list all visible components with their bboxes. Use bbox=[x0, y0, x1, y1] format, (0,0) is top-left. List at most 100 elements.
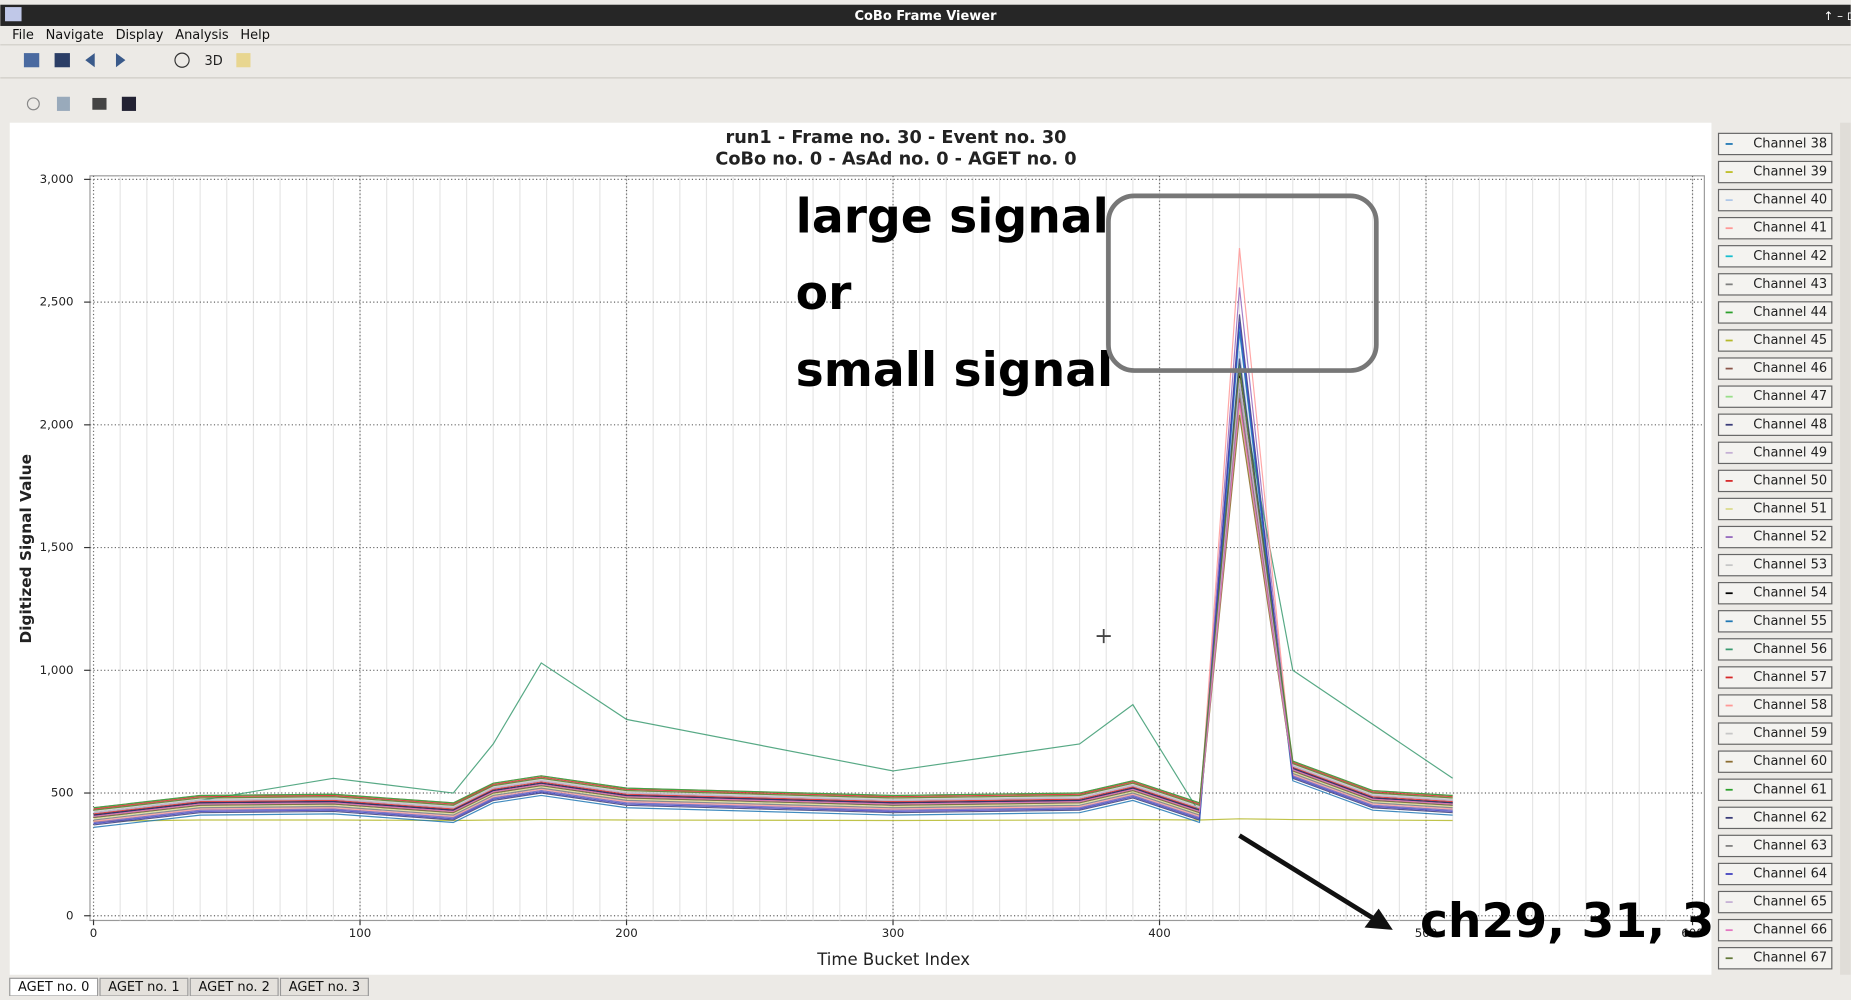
series-line bbox=[93, 385, 1454, 815]
legend-entry[interactable] bbox=[1717, 582, 1833, 605]
legend-label[interactable]: Channel 62 bbox=[1753, 810, 1827, 825]
legend-label[interactable]: Channel 50 bbox=[1753, 473, 1827, 488]
edit-button[interactable] bbox=[236, 53, 251, 68]
legend-label[interactable]: Channel 61 bbox=[1753, 782, 1827, 797]
annotation: or bbox=[796, 266, 852, 321]
legend-entry[interactable] bbox=[1717, 329, 1833, 352]
legend-label[interactable]: Channel 40 bbox=[1753, 193, 1827, 208]
menu-item[interactable]: Analysis bbox=[175, 28, 229, 43]
x-tick-label: 100 bbox=[349, 926, 372, 940]
legend-entry[interactable] bbox=[1717, 413, 1833, 436]
series-line bbox=[93, 321, 1453, 825]
menu-item[interactable]: File bbox=[12, 28, 34, 43]
highlight-box bbox=[1106, 193, 1379, 373]
legend-label[interactable]: Channel 48 bbox=[1753, 417, 1827, 432]
series-line bbox=[93, 248, 1453, 822]
legend-label[interactable]: Channel 41 bbox=[1753, 221, 1827, 236]
legend-entry[interactable] bbox=[1717, 806, 1833, 830]
legend-entry[interactable] bbox=[1717, 160, 1833, 184]
legend-label[interactable]: Channel 58 bbox=[1753, 698, 1827, 713]
legend-label[interactable]: Channel 57 bbox=[1753, 670, 1827, 685]
series-line bbox=[93, 368, 1453, 811]
legend-label[interactable]: Channel 59 bbox=[1753, 726, 1827, 741]
legend-label[interactable]: Channel 67 bbox=[1753, 951, 1827, 966]
zoom-button[interactable] bbox=[26, 97, 40, 111]
legend-entry[interactable] bbox=[1717, 553, 1833, 577]
next-button[interactable] bbox=[115, 53, 126, 68]
legend-entry[interactable] bbox=[1717, 638, 1833, 661]
legend-label[interactable]: Channel 44 bbox=[1753, 305, 1827, 320]
legend-entry[interactable] bbox=[1717, 469, 1833, 493]
legend-entry[interactable] bbox=[1717, 216, 1833, 240]
menu-item[interactable]: Navigate bbox=[46, 28, 104, 43]
legend-entry[interactable] bbox=[1717, 666, 1833, 689]
y-tick-label: 1,500 bbox=[40, 540, 74, 554]
legend-entry[interactable] bbox=[1717, 694, 1833, 717]
scrollbar[interactable] bbox=[1840, 122, 1851, 975]
legend-label[interactable]: Channel 39 bbox=[1753, 165, 1827, 180]
open-button[interactable] bbox=[23, 53, 40, 68]
legend-label[interactable]: Channel 55 bbox=[1753, 614, 1827, 629]
play-button[interactable] bbox=[174, 52, 190, 68]
legend-entry[interactable] bbox=[1717, 188, 1833, 212]
legend-entry[interactable] bbox=[1717, 862, 1833, 886]
legend-label[interactable]: Channel 53 bbox=[1753, 558, 1827, 573]
tab-label[interactable]: AGET no. 2 bbox=[198, 980, 269, 995]
legend-entry[interactable] bbox=[1717, 441, 1833, 465]
legend-entry[interactable] bbox=[1717, 918, 1833, 942]
legend-entry[interactable] bbox=[1717, 357, 1833, 380]
legend-entry[interactable] bbox=[1717, 750, 1833, 773]
3d-button[interactable]: 3D bbox=[204, 54, 222, 69]
legend-label[interactable]: Channel 54 bbox=[1753, 586, 1827, 601]
tab-label[interactable]: AGET no. 3 bbox=[289, 980, 360, 995]
legend-label[interactable]: Channel 45 bbox=[1753, 333, 1827, 348]
y-tick-label: 500 bbox=[51, 786, 74, 800]
legend-entry[interactable] bbox=[1717, 947, 1833, 970]
window-title: CoBo Frame Viewer bbox=[855, 9, 998, 24]
legend-label[interactable]: Channel 38 bbox=[1753, 136, 1827, 151]
export-button[interactable] bbox=[121, 96, 137, 111]
props-button[interactable] bbox=[56, 96, 70, 111]
legend-label[interactable]: Channel 65 bbox=[1753, 895, 1827, 910]
legend-label[interactable]: Channel 49 bbox=[1753, 445, 1827, 460]
series-line bbox=[93, 287, 1453, 824]
y-tick-label: 2,000 bbox=[40, 417, 74, 431]
legend-label[interactable]: Channel 60 bbox=[1753, 754, 1827, 769]
window-controls[interactable]: ↑ – ⊡ bbox=[1824, 9, 1851, 23]
legend-label[interactable]: Channel 43 bbox=[1753, 277, 1827, 292]
legend-entry[interactable] bbox=[1717, 301, 1833, 324]
legend-entry[interactable] bbox=[1717, 497, 1833, 521]
legend-label[interactable]: Channel 64 bbox=[1753, 867, 1827, 882]
legend-entry[interactable] bbox=[1717, 778, 1833, 801]
save-button[interactable] bbox=[54, 53, 70, 68]
series-line bbox=[93, 383, 1453, 814]
legend-entry[interactable] bbox=[1717, 245, 1833, 268]
y-tick-label: 2,500 bbox=[40, 295, 74, 309]
legend-label[interactable]: Channel 46 bbox=[1753, 361, 1827, 376]
legend-label[interactable]: Channel 47 bbox=[1753, 389, 1827, 404]
print-button[interactable] bbox=[92, 97, 107, 110]
legend-entry[interactable] bbox=[1717, 610, 1833, 633]
legend-entry[interactable] bbox=[1717, 385, 1833, 408]
y-tick-label: 1,000 bbox=[40, 663, 74, 677]
series-line bbox=[93, 402, 1453, 817]
tab-label[interactable]: AGET no. 1 bbox=[108, 980, 179, 995]
legend-label[interactable]: Channel 66 bbox=[1753, 923, 1827, 938]
legend-entry[interactable] bbox=[1717, 273, 1833, 296]
tab-label[interactable]: AGET no. 0 bbox=[18, 980, 89, 995]
legend-entry[interactable] bbox=[1717, 132, 1833, 156]
legend-label[interactable]: Channel 51 bbox=[1753, 501, 1827, 516]
annotation: small signal bbox=[796, 343, 1114, 398]
prev-button[interactable] bbox=[85, 53, 95, 68]
menu-item[interactable]: Display bbox=[116, 28, 164, 43]
legend-entry[interactable] bbox=[1717, 834, 1833, 858]
legend-label[interactable]: Channel 56 bbox=[1753, 642, 1827, 657]
legend-entry[interactable] bbox=[1717, 890, 1833, 914]
legend-label[interactable]: Channel 52 bbox=[1753, 530, 1827, 545]
legend-label[interactable]: Channel 42 bbox=[1753, 249, 1827, 264]
legend-entry[interactable] bbox=[1717, 525, 1833, 549]
legend-entry[interactable] bbox=[1717, 722, 1833, 745]
legend-label[interactable]: Channel 63 bbox=[1753, 838, 1827, 853]
menu-item[interactable]: Help bbox=[240, 28, 270, 43]
